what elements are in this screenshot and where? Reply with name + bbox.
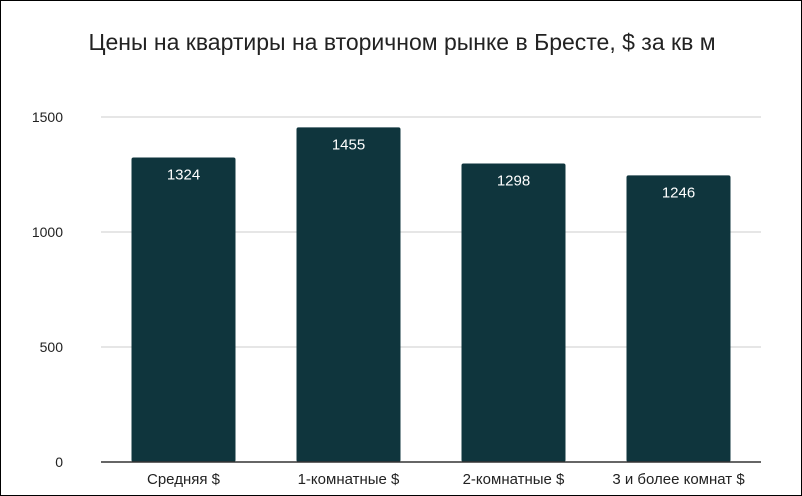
bars [131,127,731,463]
data-labels: 1324 1455 1298 1246 [167,136,695,201]
data-label-4: 1246 [662,184,695,201]
category-label-4: 3 и более комнат $ [612,471,745,488]
category-label-3: 2-комнатные $ [463,471,565,488]
bar-1 [131,157,236,463]
bar-3 [461,163,566,462]
category-label-2: 1-комнатные $ [298,471,400,488]
y-tick-label: 0 [55,454,63,470]
y-tick-label: 1000 [32,224,63,240]
y-tick-label: 500 [40,339,64,355]
data-label-1: 1324 [167,166,200,183]
y-axis-ticks: 0 500 1000 1500 [32,109,63,470]
chart-title: Цены на квартиры на вторичном рынке в Бр… [88,29,716,55]
data-label-3: 1298 [497,172,530,189]
bar-4 [626,175,731,463]
bar-2 [296,127,401,462]
category-label-1: Средняя $ [147,471,221,488]
y-tick-label: 1500 [32,109,63,125]
data-label-2: 1455 [332,136,365,153]
x-axis-categories: Средняя $ 1-комнатные $ 2-комнатные $ 3 и б… [147,471,745,488]
